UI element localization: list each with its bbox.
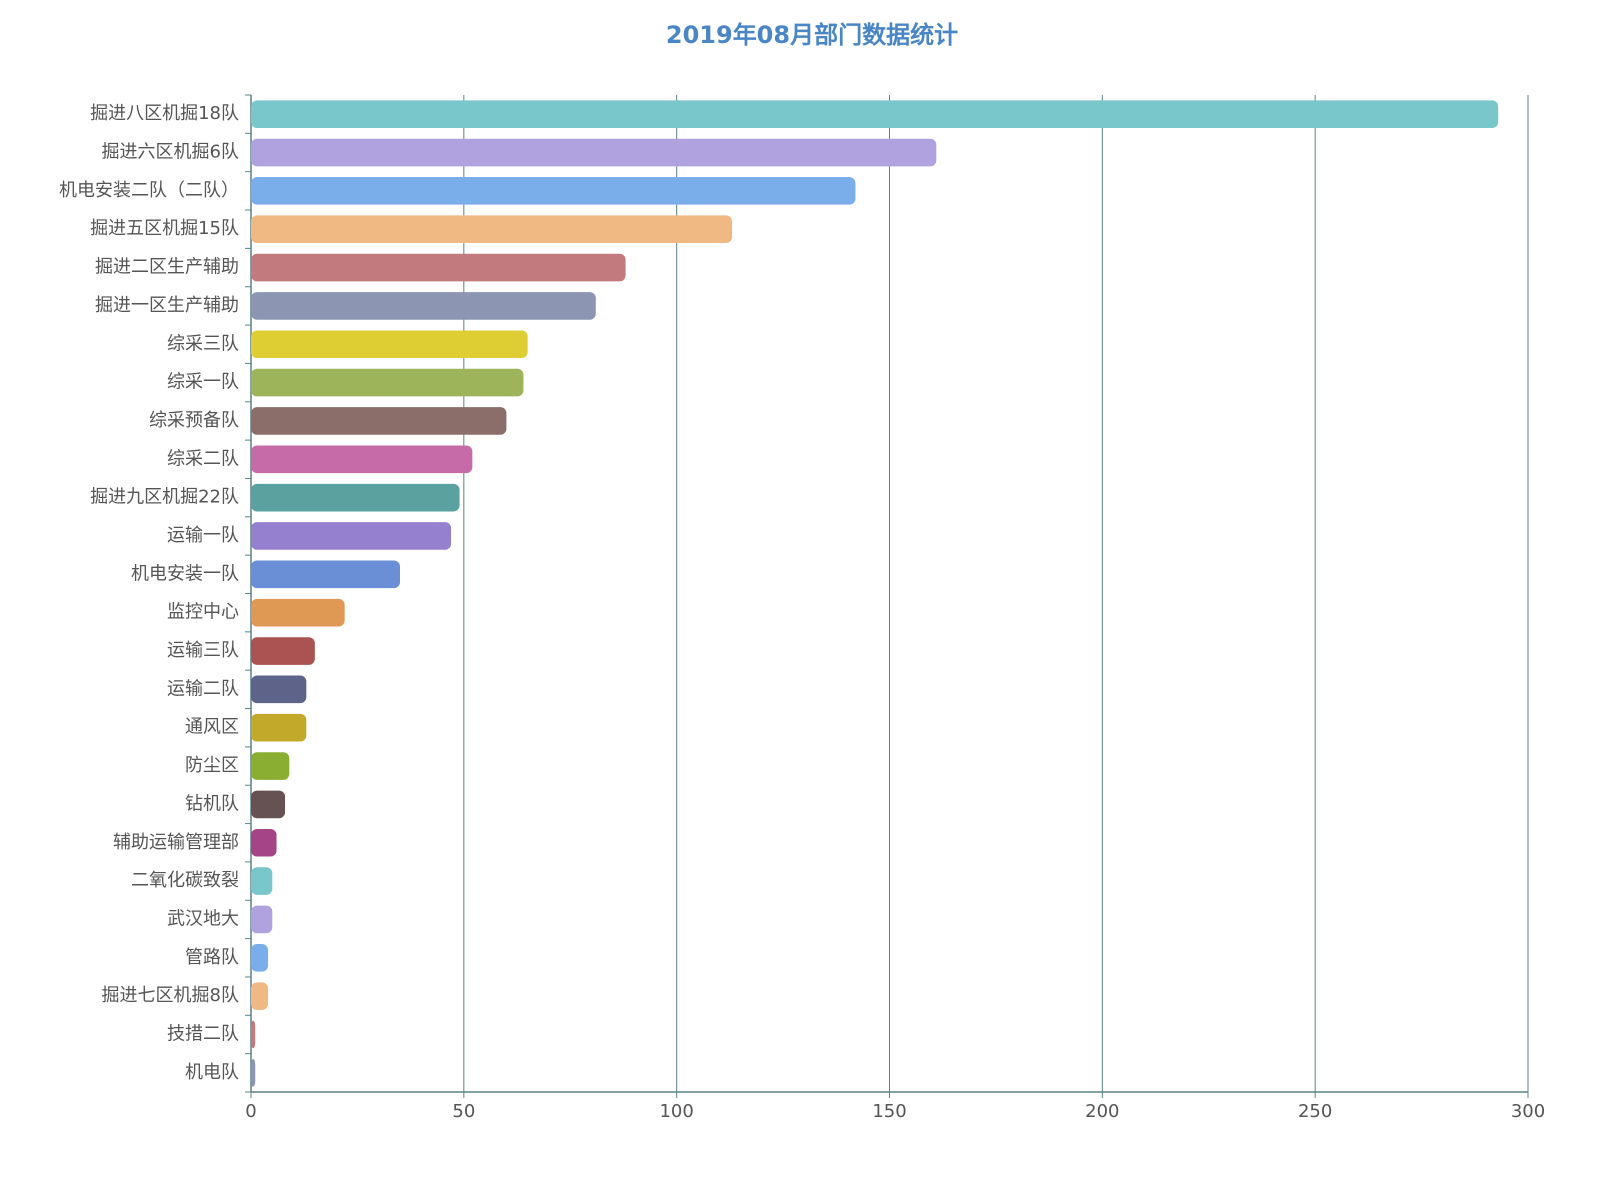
y-tick-label: 运输二队 xyxy=(167,678,239,699)
bar xyxy=(251,1020,256,1049)
bar xyxy=(251,253,626,282)
bar xyxy=(251,637,315,665)
bar xyxy=(251,445,473,474)
y-tick-label: 掘进二区生产辅助 xyxy=(95,257,239,278)
bar xyxy=(251,598,345,627)
bar xyxy=(251,790,286,819)
y-tick-label: 掘进七区机掘8队 xyxy=(102,985,239,1006)
bar xyxy=(251,982,269,1010)
y-tick-label: 综采三队 xyxy=(167,333,239,354)
y-tick-label: 二氧化碳致裂 xyxy=(131,870,239,891)
x-tick-label: 250 xyxy=(1298,1101,1332,1122)
bar xyxy=(251,138,937,167)
x-tick-label: 300 xyxy=(1511,1101,1545,1122)
y-tick-label: 掘进一区生产辅助 xyxy=(95,295,239,316)
bar xyxy=(251,828,277,857)
x-tick-label: 150 xyxy=(872,1101,906,1122)
bar xyxy=(251,330,528,359)
bar xyxy=(251,407,507,435)
bar xyxy=(251,713,307,742)
bar xyxy=(251,215,733,244)
y-tick-label: 技措二队 xyxy=(167,1023,239,1044)
bar xyxy=(251,177,856,205)
bar xyxy=(251,483,460,512)
y-tick-label: 钻机队 xyxy=(185,793,239,814)
y-tick-label: 掘进六区机掘6队 xyxy=(102,142,239,163)
bar xyxy=(251,292,596,320)
y-tick-label: 综采二队 xyxy=(167,448,239,469)
y-tick-label: 掘进八区机掘18队 xyxy=(90,103,239,124)
y-tick-label: 机电安装一队 xyxy=(131,563,239,584)
bar xyxy=(251,943,269,972)
y-tick-label: 机电队 xyxy=(185,1062,239,1083)
chart-title: 2019年08月部门数据统计 xyxy=(666,21,958,49)
y-tick-label: 综采一队 xyxy=(167,372,239,393)
bar xyxy=(251,560,400,589)
bar xyxy=(251,1059,256,1087)
bar xyxy=(251,905,273,934)
y-tick-label: 掘进五区机掘15队 xyxy=(90,218,239,239)
x-tick-label: 100 xyxy=(659,1101,693,1122)
y-tick-label: 辅助运输管理部 xyxy=(113,832,239,853)
bar xyxy=(251,368,524,397)
y-tick-label: 防尘区 xyxy=(185,755,239,776)
y-tick-label: 管路队 xyxy=(185,947,239,968)
x-tick-label: 200 xyxy=(1085,1101,1119,1122)
bar xyxy=(251,675,307,704)
bar xyxy=(251,522,452,550)
x-tick-label: 50 xyxy=(452,1101,475,1122)
y-tick-label: 机电安装二队（二队） xyxy=(59,180,239,201)
y-tick-label: 运输一队 xyxy=(167,525,239,546)
bar xyxy=(251,867,273,895)
y-tick-label: 掘进九区机掘22队 xyxy=(90,487,239,508)
y-tick-label: 通风区 xyxy=(185,717,239,738)
y-tick-label: 监控中心 xyxy=(167,602,239,623)
bar xyxy=(251,752,290,780)
x-tick-label: 0 xyxy=(245,1101,256,1122)
bar xyxy=(251,100,1499,128)
y-tick-label: 运输三队 xyxy=(167,640,239,661)
y-tick-label: 武汉地大 xyxy=(167,908,239,929)
y-tick-label: 综采预备队 xyxy=(149,410,239,431)
